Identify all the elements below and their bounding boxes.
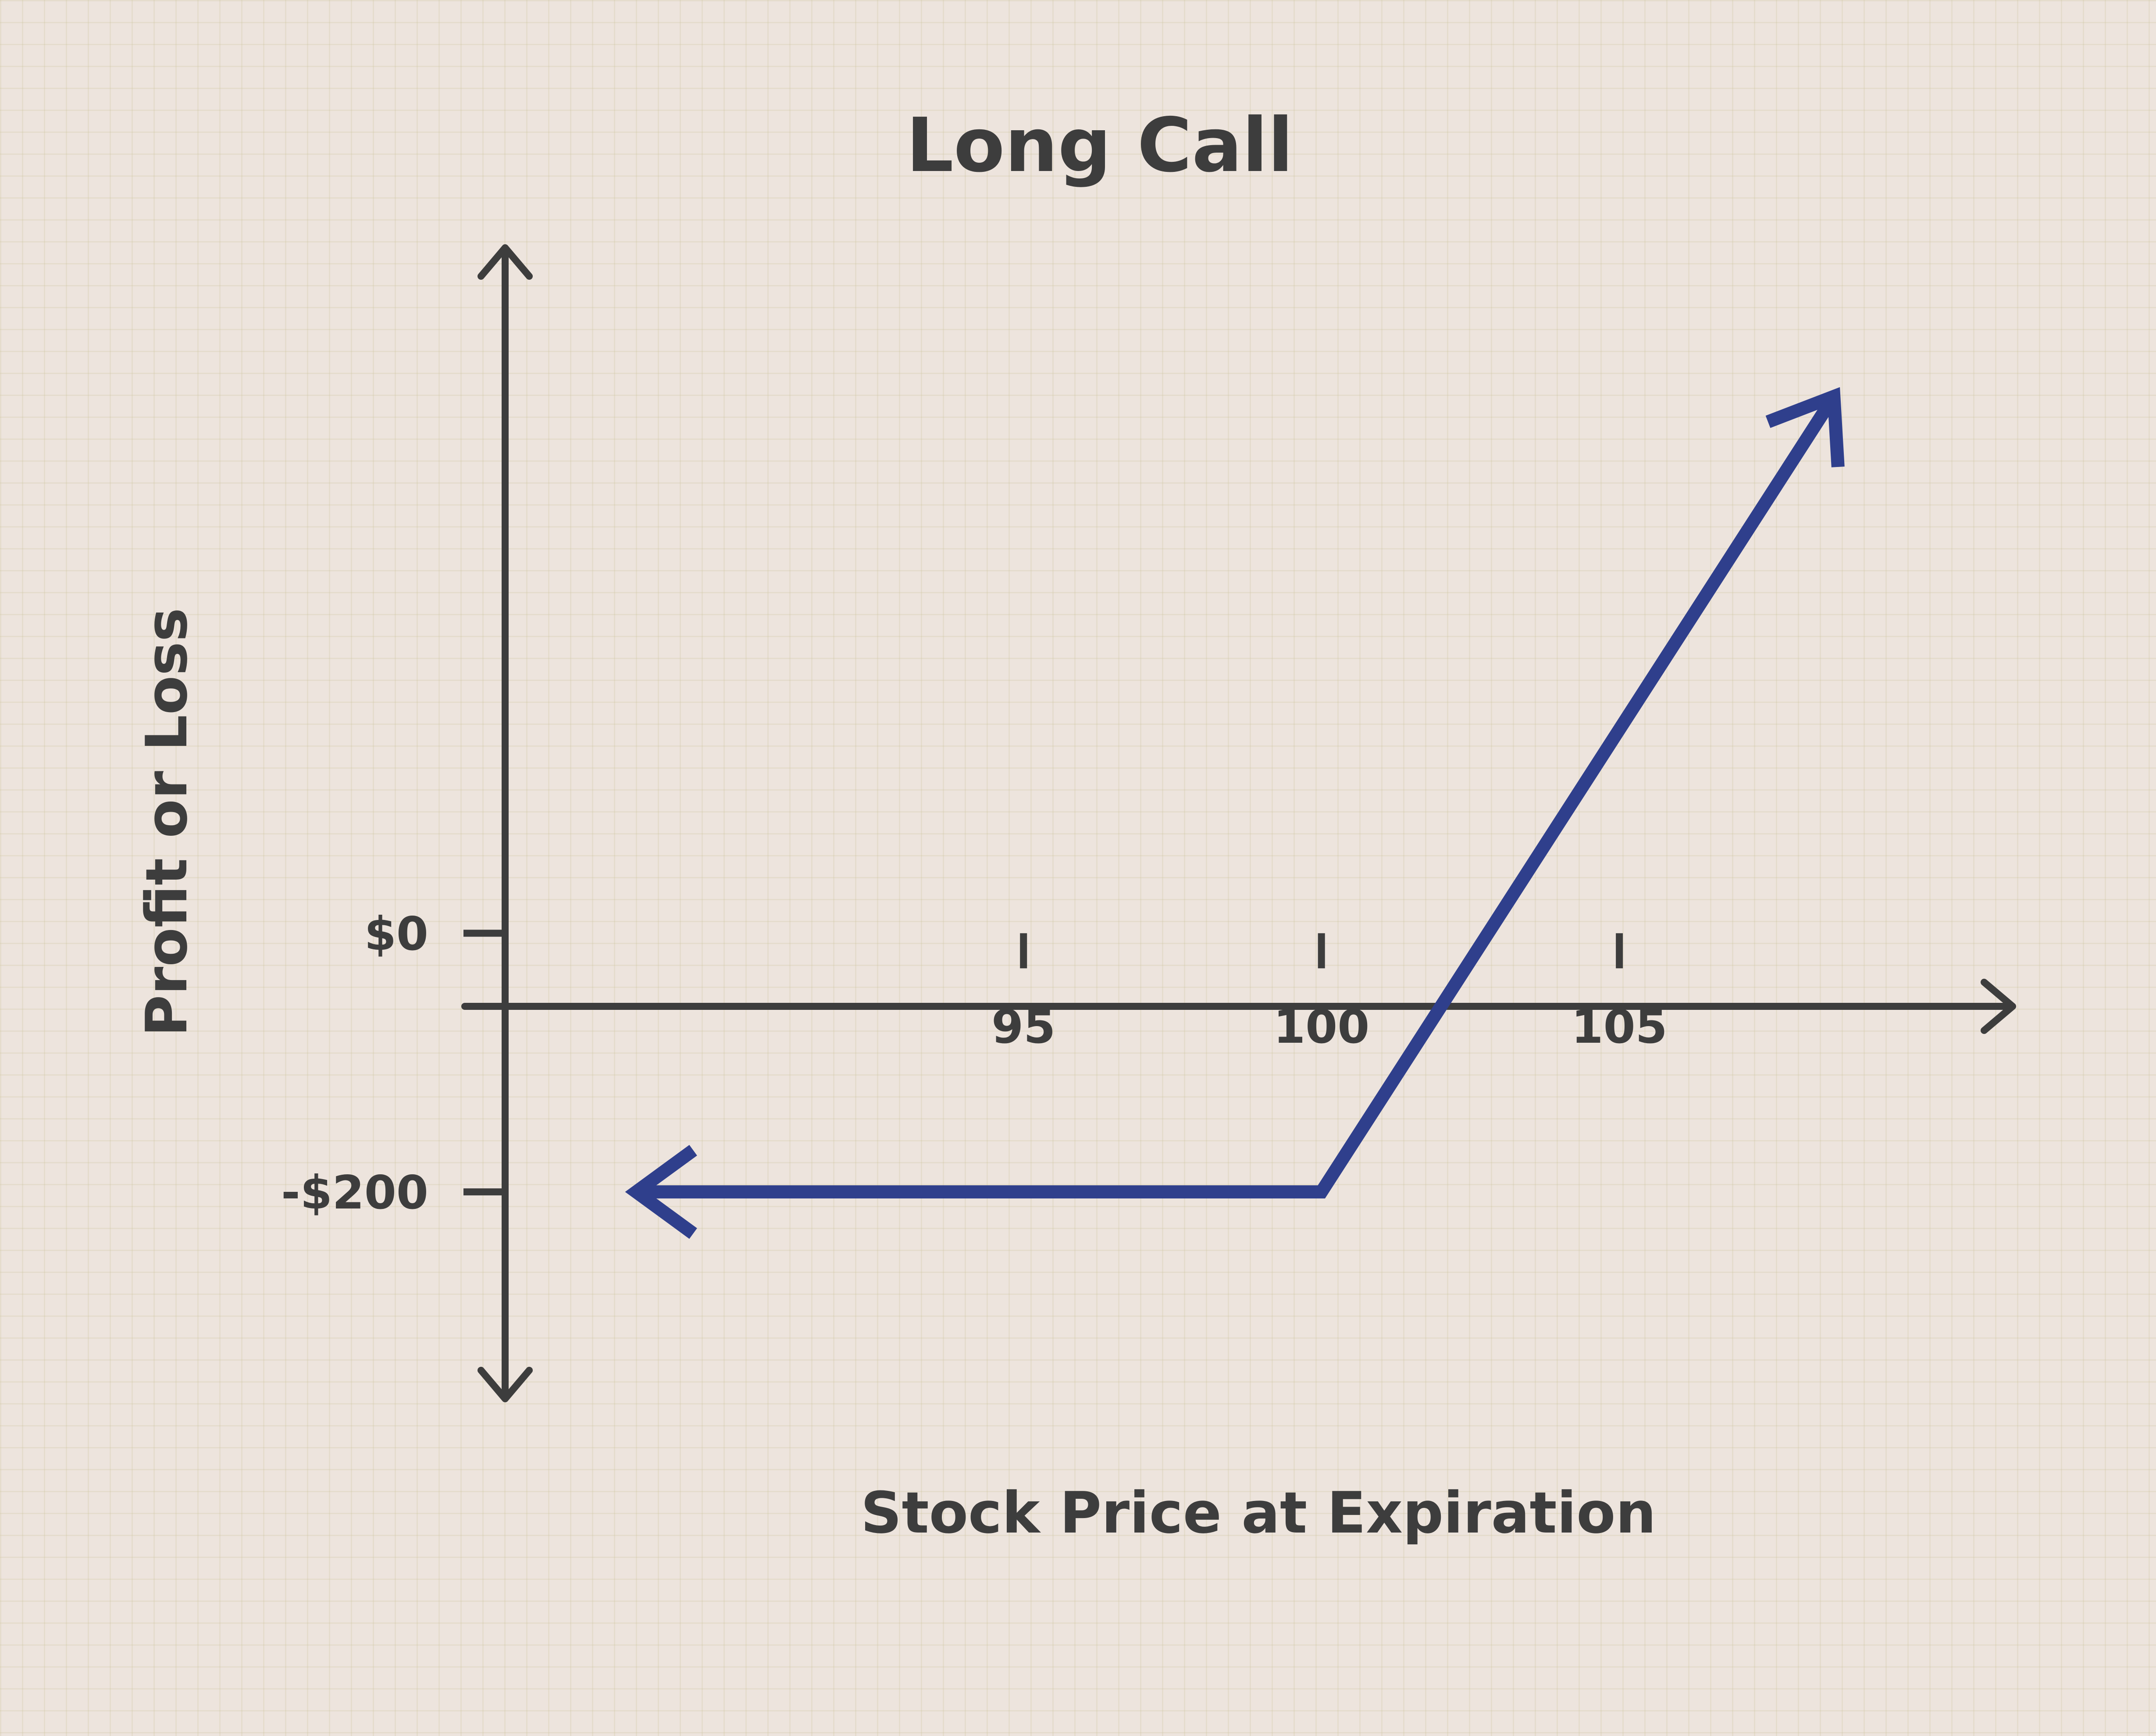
x-axis-label: Stock Price at Expiration [861,1479,1656,1546]
ticks: 95 100 105 $0 -$200 [281,907,1668,1219]
x-tick-label-1: 100 [1273,1000,1369,1054]
y-axis-arrow-bottom [478,1367,533,1402]
x-tick-label-0: 95 [991,1000,1055,1054]
series-arrow-left-0 [625,1144,697,1239]
y-axis-label: Profit or Loss [133,608,200,1037]
series-line-0 [636,393,1839,1199]
x-tick-label-2: 105 [1572,1000,1668,1054]
y-tick-label-1: -$200 [281,1166,428,1219]
axes [461,244,2016,1402]
x-axis-arrow [1981,979,2016,1034]
y-tick-label-0: $0 [364,907,428,961]
chart-title: Long Call [906,102,1293,189]
series-arrow-right-0 [1765,387,1845,467]
y-axis-arrow-top [478,244,533,280]
series [625,387,1845,1239]
